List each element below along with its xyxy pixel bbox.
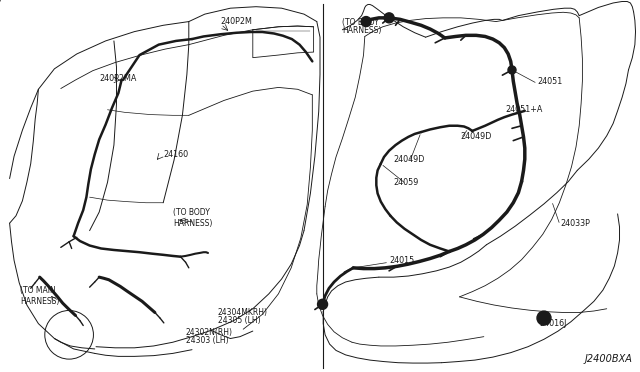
Text: (TO BODY: (TO BODY [173, 208, 210, 217]
Text: 24015: 24015 [389, 256, 414, 265]
Text: 24302N(RH): 24302N(RH) [186, 328, 232, 337]
Text: HARNESS): HARNESS) [173, 219, 212, 228]
Text: 240P2M: 240P2M [221, 17, 253, 26]
Text: 24016J: 24016J [539, 319, 566, 328]
Text: (TO MAIN: (TO MAIN [20, 286, 56, 295]
Text: 24303 (LH): 24303 (LH) [186, 336, 228, 345]
Text: (TO BODY: (TO BODY [342, 18, 380, 27]
Circle shape [384, 13, 394, 23]
Text: J2400BXA: J2400BXA [584, 354, 632, 364]
Text: 24059: 24059 [394, 178, 419, 187]
Circle shape [317, 299, 328, 309]
Text: 24049D: 24049D [461, 132, 492, 141]
Text: 24304MKRH): 24304MKRH) [218, 308, 268, 317]
Text: HARNESS): HARNESS) [342, 26, 382, 35]
Text: 24051+A: 24051+A [506, 105, 543, 114]
Circle shape [508, 66, 516, 74]
Circle shape [361, 17, 371, 26]
Text: 24051: 24051 [538, 77, 563, 86]
Text: 240P2MA: 240P2MA [99, 74, 136, 83]
Text: HARNESS): HARNESS) [20, 297, 60, 306]
Text: 24160: 24160 [163, 150, 188, 159]
Text: 24305 (LH): 24305 (LH) [218, 316, 260, 325]
Circle shape [537, 311, 551, 325]
Text: 24033P: 24033P [560, 219, 590, 228]
Text: 24049D: 24049D [394, 155, 425, 164]
